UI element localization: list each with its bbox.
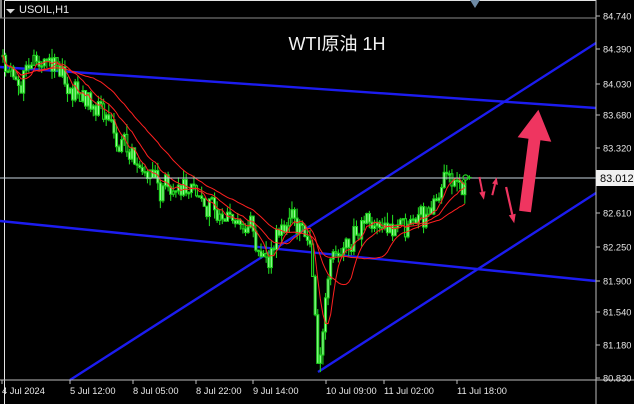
svg-text:83.320: 83.320 xyxy=(603,144,631,154)
svg-text:82.250: 82.250 xyxy=(603,243,631,253)
svg-text:81.540: 81.540 xyxy=(603,308,631,318)
svg-text:84.390: 84.390 xyxy=(603,45,631,55)
svg-text:81.900: 81.900 xyxy=(603,277,631,287)
svg-text:81.180: 81.180 xyxy=(603,341,631,351)
svg-text:USOIL,H1: USOIL,H1 xyxy=(19,4,69,16)
svg-text:9 Jul 14:00: 9 Jul 14:00 xyxy=(253,386,299,396)
svg-text:8 Jul 22:00: 8 Jul 22:00 xyxy=(196,386,242,396)
svg-text:11 Jul 18:00: 11 Jul 18:00 xyxy=(457,386,507,396)
svg-text:80.830: 80.830 xyxy=(603,374,631,384)
svg-text:10 Jul 09:00: 10 Jul 09:00 xyxy=(326,386,377,396)
svg-text:82.610: 82.610 xyxy=(603,209,631,219)
svg-text:84.740: 84.740 xyxy=(603,12,631,22)
svg-text:83.012: 83.012 xyxy=(600,173,634,185)
svg-text:83.680: 83.680 xyxy=(603,111,631,121)
svg-text:84.030: 84.030 xyxy=(603,80,631,90)
svg-text:5 Jul 12:00: 5 Jul 12:00 xyxy=(70,386,116,396)
svg-text:4 Jul 2024: 4 Jul 2024 xyxy=(2,386,45,396)
svg-text:11 Jul 02:00: 11 Jul 02:00 xyxy=(384,386,434,396)
svg-text:WTI原油 1H: WTI原油 1H xyxy=(289,34,386,54)
svg-text:8 Jul 05:00: 8 Jul 05:00 xyxy=(133,386,179,396)
